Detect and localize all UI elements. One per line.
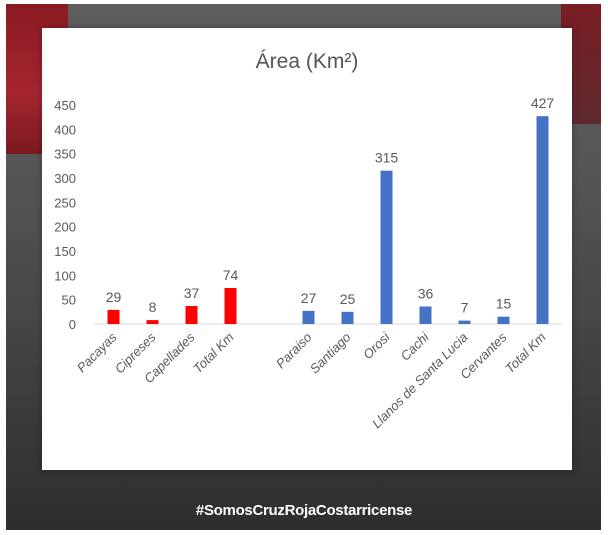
y-tick-label: 200 <box>54 220 76 235</box>
hashtag-caption: #SomosCruzRojaCostarricense <box>195 502 413 519</box>
data-label: 15 <box>496 296 512 312</box>
data-label: 25 <box>340 291 356 307</box>
data-label: 427 <box>531 95 555 111</box>
y-tick-label: 450 <box>54 98 76 113</box>
category-label: Total Km <box>502 329 549 376</box>
data-label: 37 <box>184 285 200 301</box>
data-label: 7 <box>461 300 469 316</box>
bar <box>107 309 120 324</box>
category-label: Cachi <box>398 329 433 364</box>
bar <box>185 305 198 324</box>
y-tick-label: 100 <box>54 268 76 283</box>
category-label: Santiago <box>307 330 354 377</box>
y-tick-label: 0 <box>69 317 76 332</box>
data-label: 315 <box>375 150 399 166</box>
bar <box>146 320 159 324</box>
data-label: 27 <box>301 290 317 306</box>
bar-chart: 05010015020025030035040045029Pacayas8Cip… <box>54 95 562 431</box>
bar <box>224 287 237 324</box>
y-tick-label: 350 <box>54 147 76 162</box>
bar <box>458 320 471 324</box>
bar <box>302 310 315 324</box>
bar <box>419 306 432 324</box>
bar <box>341 311 354 324</box>
category-label: Total Km <box>190 329 237 376</box>
data-label: 29 <box>106 289 122 305</box>
data-label: 36 <box>418 285 434 301</box>
y-tick-label: 300 <box>54 171 76 186</box>
data-label: 8 <box>149 299 157 315</box>
y-tick-label: 150 <box>54 244 76 259</box>
chart-title: Área (Km²) <box>255 50 359 73</box>
category-label: Orosi <box>360 329 393 362</box>
chart-card: Área (Km²) 0 50 100 150 200 250 300 350 400 450 29… <box>42 28 572 470</box>
bar <box>536 116 549 325</box>
y-tick-label: 400 <box>54 122 76 137</box>
data-label: 74 <box>223 267 239 283</box>
y-tick-label: 250 <box>54 195 76 210</box>
bar <box>497 316 510 324</box>
y-tick-label: 50 <box>62 293 76 308</box>
bar <box>380 170 393 324</box>
